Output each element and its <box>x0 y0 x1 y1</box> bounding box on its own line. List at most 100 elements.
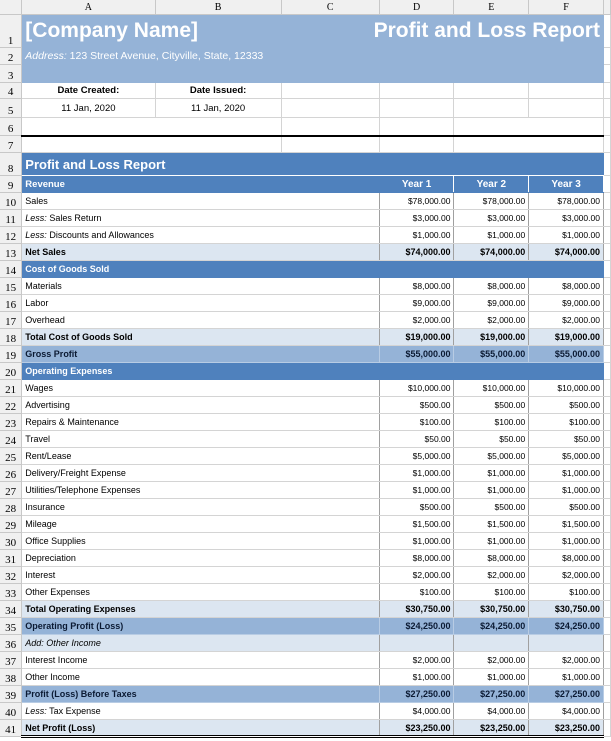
year-3-value[interactable]: $2,000.00 <box>528 651 604 669</box>
row-header[interactable]: 29 <box>0 515 23 533</box>
row-label-cell[interactable]: Repairs & Maintenance <box>21 413 380 431</box>
year-3-value[interactable]: $2,000.00 <box>528 566 604 584</box>
row-header[interactable]: 35 <box>0 617 23 635</box>
row-header[interactable]: 30 <box>0 532 23 550</box>
row-label-cell[interactable]: Advertising <box>21 396 380 414</box>
row-label-cell[interactable]: Materials <box>21 277 380 295</box>
year-2-value[interactable]: $500.00 <box>453 396 530 414</box>
cell[interactable] <box>21 117 282 137</box>
revenue-header[interactable]: Revenue <box>21 175 380 193</box>
year-2-value[interactable]: $5,000.00 <box>453 447 530 465</box>
year-1-value[interactable]: $2,000.00 <box>379 311 455 329</box>
row-label-cell[interactable]: Travel <box>21 430 380 448</box>
year-2-value[interactable] <box>453 634 530 652</box>
row-header[interactable]: 9 <box>0 175 23 193</box>
year-2-value[interactable]: $1,000.00 <box>453 464 530 482</box>
row-label-cell[interactable]: Operating Expenses <box>21 362 604 380</box>
year-3-value[interactable]: $1,000.00 <box>528 481 604 499</box>
year-1-value[interactable]: $23,250.00 <box>379 719 455 738</box>
column-header-c[interactable]: C <box>281 0 380 15</box>
cell[interactable] <box>528 82 604 99</box>
row-label-cell[interactable]: Wages <box>21 379 380 397</box>
row-label-cell[interactable]: Net Sales <box>21 243 380 261</box>
row-header[interactable]: 23 <box>0 413 23 431</box>
year-1-value[interactable]: $30,750.00 <box>379 600 455 618</box>
year-3-value[interactable]: $24,250.00 <box>528 617 604 635</box>
row-label-cell[interactable]: Delivery/Freight Expense <box>21 464 380 482</box>
year-3-value[interactable]: $2,000.00 <box>528 311 604 329</box>
row-label-cell[interactable]: Add: Other Income <box>21 634 380 652</box>
year-2-value[interactable]: $1,500.00 <box>453 515 530 533</box>
row-header[interactable]: 40 <box>0 702 23 720</box>
year-3-value[interactable]: $10,000.00 <box>528 379 604 397</box>
year-1-value[interactable]: $8,000.00 <box>379 549 455 567</box>
row-header[interactable]: 34 <box>0 600 23 618</box>
year-1-value[interactable]: $100.00 <box>379 413 455 431</box>
row-header[interactable]: 25 <box>0 447 23 465</box>
row-header[interactable]: 3 <box>0 64 23 83</box>
year-3-value[interactable]: $19,000.00 <box>528 328 604 346</box>
row-header[interactable]: 19 <box>0 345 23 363</box>
row-header[interactable]: 10 <box>0 192 23 210</box>
year-1-value[interactable]: $1,000.00 <box>379 481 455 499</box>
year-2-value[interactable]: $1,000.00 <box>453 668 530 686</box>
year-1-value[interactable]: $4,000.00 <box>379 702 455 720</box>
row-header[interactable]: 13 <box>0 243 23 261</box>
year-3-value[interactable]: $1,500.00 <box>528 515 604 533</box>
cell[interactable] <box>281 117 380 137</box>
year-3-value[interactable]: $1,000.00 <box>528 532 604 550</box>
row-header[interactable]: 18 <box>0 328 23 346</box>
row-header[interactable]: 11 <box>0 209 23 227</box>
year-3-value[interactable]: $74,000.00 <box>528 243 604 261</box>
cell[interactable] <box>528 98 604 118</box>
row-header[interactable]: 24 <box>0 430 23 448</box>
row-label-cell[interactable]: Gross Profit <box>21 345 380 363</box>
row-header[interactable]: 1 <box>0 14 23 48</box>
year-1-value[interactable]: $24,250.00 <box>379 617 455 635</box>
row-label-cell[interactable]: Net Profit (Loss) <box>21 719 380 738</box>
report-title[interactable]: Profit and Loss Report <box>281 14 604 48</box>
year-3-value[interactable]: $55,000.00 <box>528 345 604 363</box>
row-label-cell[interactable]: Operating Profit (Loss) <box>21 617 380 635</box>
cell[interactable] <box>453 98 530 118</box>
row-header[interactable]: 16 <box>0 294 23 312</box>
year-2-value[interactable]: $78,000.00 <box>453 192 530 210</box>
year-3-value[interactable]: $1,000.00 <box>528 226 604 244</box>
cell[interactable] <box>379 82 455 99</box>
row-label-cell[interactable]: Depreciation <box>21 549 380 567</box>
year-2-value[interactable]: $9,000.00 <box>453 294 530 312</box>
cell[interactable] <box>379 135 455 153</box>
year-2-value[interactable]: $55,000.00 <box>453 345 530 363</box>
row-label-cell[interactable]: Profit (Loss) Before Taxes <box>21 685 380 703</box>
year-1-value[interactable]: $5,000.00 <box>379 447 455 465</box>
row-header[interactable]: 41 <box>0 719 23 737</box>
year-3-value[interactable]: $50.00 <box>528 430 604 448</box>
row-label-cell[interactable]: Total Operating Expenses <box>21 600 380 618</box>
year-1-value[interactable]: $1,000.00 <box>379 668 455 686</box>
year-2-value[interactable]: $500.00 <box>453 498 530 516</box>
year-3-value[interactable]: $100.00 <box>528 583 604 601</box>
year-2-value[interactable]: $2,000.00 <box>453 651 530 669</box>
row-label-cell[interactable]: Interest <box>21 566 380 584</box>
year-2-value[interactable]: $23,250.00 <box>453 719 530 738</box>
year-2-value[interactable]: $4,000.00 <box>453 702 530 720</box>
year-2-value[interactable]: $30,750.00 <box>453 600 530 618</box>
year-3-value[interactable]: $8,000.00 <box>528 277 604 295</box>
row-label-cell[interactable]: Office Supplies <box>21 532 380 550</box>
row-header[interactable]: 26 <box>0 464 23 482</box>
column-header-d[interactable]: D <box>379 0 455 15</box>
year-1-value[interactable]: $8,000.00 <box>379 277 455 295</box>
row-header[interactable]: 15 <box>0 277 23 295</box>
year-1-value[interactable]: $1,500.00 <box>379 515 455 533</box>
row-header[interactable]: 12 <box>0 226 23 244</box>
row-header[interactable]: 28 <box>0 498 23 516</box>
row-header[interactable]: 33 <box>0 583 23 601</box>
year-1-value[interactable]: $2,000.00 <box>379 566 455 584</box>
year-3-value[interactable]: $23,250.00 <box>528 719 604 738</box>
year-3-header[interactable]: Year 3 <box>528 175 604 193</box>
row-header[interactable]: 4 <box>0 82 23 99</box>
row-header[interactable]: 37 <box>0 651 23 669</box>
year-2-value[interactable]: $8,000.00 <box>453 549 530 567</box>
row-header[interactable]: 36 <box>0 634 23 652</box>
cell[interactable] <box>379 98 455 118</box>
